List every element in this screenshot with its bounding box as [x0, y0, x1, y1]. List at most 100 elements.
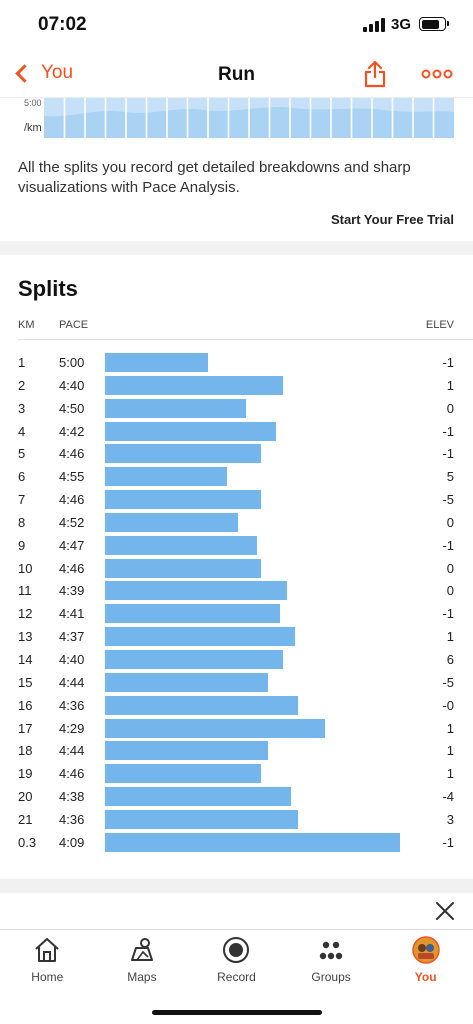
split-elev: 6 — [446, 651, 454, 667]
split-pace: 5:00 — [59, 355, 85, 370]
split-pace-bar — [105, 512, 239, 532]
split-pace: 4:40 — [59, 651, 85, 667]
split-pace: 4:38 — [59, 789, 85, 805]
section-divider — [0, 241, 473, 255]
pace-axis-unit: /km — [24, 122, 42, 134]
splits-list: 1 5:00 -1 2 4:40 1 3 4:50 0 4 4:42 -1 5 4:46 -1 6 4:55 5 7… — [0, 351, 473, 854]
split-km: 0.3 — [18, 834, 37, 850]
tab-record[interactable]: Record — [189, 930, 284, 990]
split-pace-bar — [105, 467, 227, 487]
split-pace-bar — [105, 695, 299, 715]
split-km: 10 — [18, 560, 33, 576]
tab-you[interactable]: You — [378, 930, 473, 990]
pace-analysis-promo: 5:00 /km All the splits you record get d… — [0, 98, 473, 241]
split-pace: 4:36 — [59, 811, 85, 827]
split-elev: -1 — [442, 606, 454, 622]
split-pace-bar — [105, 627, 295, 647]
more-icon[interactable] — [421, 64, 453, 84]
split-km: 2 — [18, 377, 26, 393]
split-row: 11 4:39 0 — [0, 579, 473, 602]
split-elev: 1 — [446, 766, 454, 782]
split-pace-bar — [105, 444, 261, 464]
share-icon[interactable] — [364, 60, 386, 88]
split-elev: -1 — [442, 446, 454, 462]
promo-description: All the splits you record get detailed b… — [18, 159, 411, 196]
split-elev: -1 — [442, 537, 454, 553]
tab-maps[interactable]: Maps — [95, 930, 190, 990]
split-pace: 4:09 — [59, 834, 85, 850]
home-indicator — [152, 1010, 322, 1015]
split-pace-bar — [105, 490, 261, 510]
split-pace-bar — [105, 581, 288, 601]
split-row: 5 4:46 -1 — [0, 442, 473, 465]
split-km: 7 — [18, 492, 26, 508]
split-row: 14 4:40 6 — [0, 648, 473, 671]
record-icon — [223, 937, 250, 963]
split-pace-bar — [105, 604, 280, 624]
split-pace: 4:40 — [59, 377, 85, 393]
split-km: 4 — [18, 423, 26, 439]
split-elev: 5 — [446, 469, 454, 485]
split-elev: 0 — [446, 583, 454, 599]
dismiss-row — [0, 893, 473, 929]
split-row: 16 4:36 -0 — [0, 694, 473, 717]
split-pace: 4:50 — [59, 400, 85, 416]
split-pace: 4:44 — [59, 674, 85, 690]
split-pace: 4:29 — [59, 720, 85, 736]
split-row: 10 4:46 0 — [0, 557, 473, 580]
split-row: 4 4:42 -1 — [0, 420, 473, 443]
split-pace-bar — [105, 741, 269, 761]
split-row: 12 4:41 -1 — [0, 602, 473, 625]
split-km: 1 — [18, 355, 26, 370]
split-row: 15 4:44 -5 — [0, 671, 473, 694]
split-row: 13 4:37 1 — [0, 625, 473, 648]
section-divider — [0, 879, 473, 893]
split-elev: -1 — [442, 423, 454, 439]
split-row: 9 4:47 -1 — [0, 534, 473, 557]
split-row: 3 4:50 0 — [0, 397, 473, 420]
page-title: Run — [218, 64, 255, 85]
tab-label: You — [414, 970, 437, 984]
split-km: 20 — [18, 789, 33, 805]
split-km: 8 — [18, 514, 26, 530]
split-elev: -1 — [442, 834, 454, 850]
split-pace-bar — [105, 535, 257, 555]
split-row: 20 4:38 -4 — [0, 785, 473, 808]
split-pace-bar — [105, 832, 400, 852]
split-elev: 3 — [446, 811, 454, 827]
split-pace: 4:41 — [59, 606, 85, 622]
close-icon[interactable] — [435, 901, 455, 921]
split-pace-bar — [105, 672, 269, 692]
back-button[interactable]: You — [12, 62, 73, 84]
network-type: 3G — [391, 16, 412, 33]
split-row: 7 4:46 -5 — [0, 488, 473, 511]
split-pace: 4:55 — [59, 469, 85, 485]
split-km: 17 — [18, 720, 33, 736]
split-pace: 4:52 — [59, 514, 85, 530]
tab-label: Groups — [311, 970, 351, 984]
split-pace: 4:46 — [59, 492, 85, 508]
split-elev: 1 — [446, 629, 454, 645]
split-km: 11 — [18, 583, 32, 599]
pace-column-header: PACE — [59, 319, 89, 331]
split-pace: 4:37 — [59, 629, 85, 645]
signal-icon — [363, 18, 385, 32]
tab-bar: Home Maps Record Groups — [0, 929, 473, 1024]
tab-home[interactable]: Home — [0, 930, 95, 990]
tab-label: Home — [31, 970, 64, 984]
tab-groups[interactable]: Groups — [284, 930, 379, 990]
split-pace-bar — [105, 375, 284, 395]
start-free-trial-link[interactable]: Start Your Free Trial — [330, 212, 454, 227]
split-km: 15 — [18, 674, 33, 690]
split-row: 2 4:40 1 — [0, 374, 473, 397]
split-elev: -0 — [442, 697, 454, 713]
split-elev: 1 — [446, 720, 454, 736]
split-pace-bar — [105, 353, 208, 372]
km-column-header: KM — [18, 319, 35, 331]
split-elev: 1 — [446, 743, 454, 759]
split-km: 14 — [18, 651, 33, 667]
split-km: 19 — [18, 766, 33, 782]
status-bar: 07:02 3G — [0, 0, 473, 52]
split-row: 8 4:52 0 — [0, 511, 473, 534]
nav-bar: You Run — [0, 52, 473, 98]
